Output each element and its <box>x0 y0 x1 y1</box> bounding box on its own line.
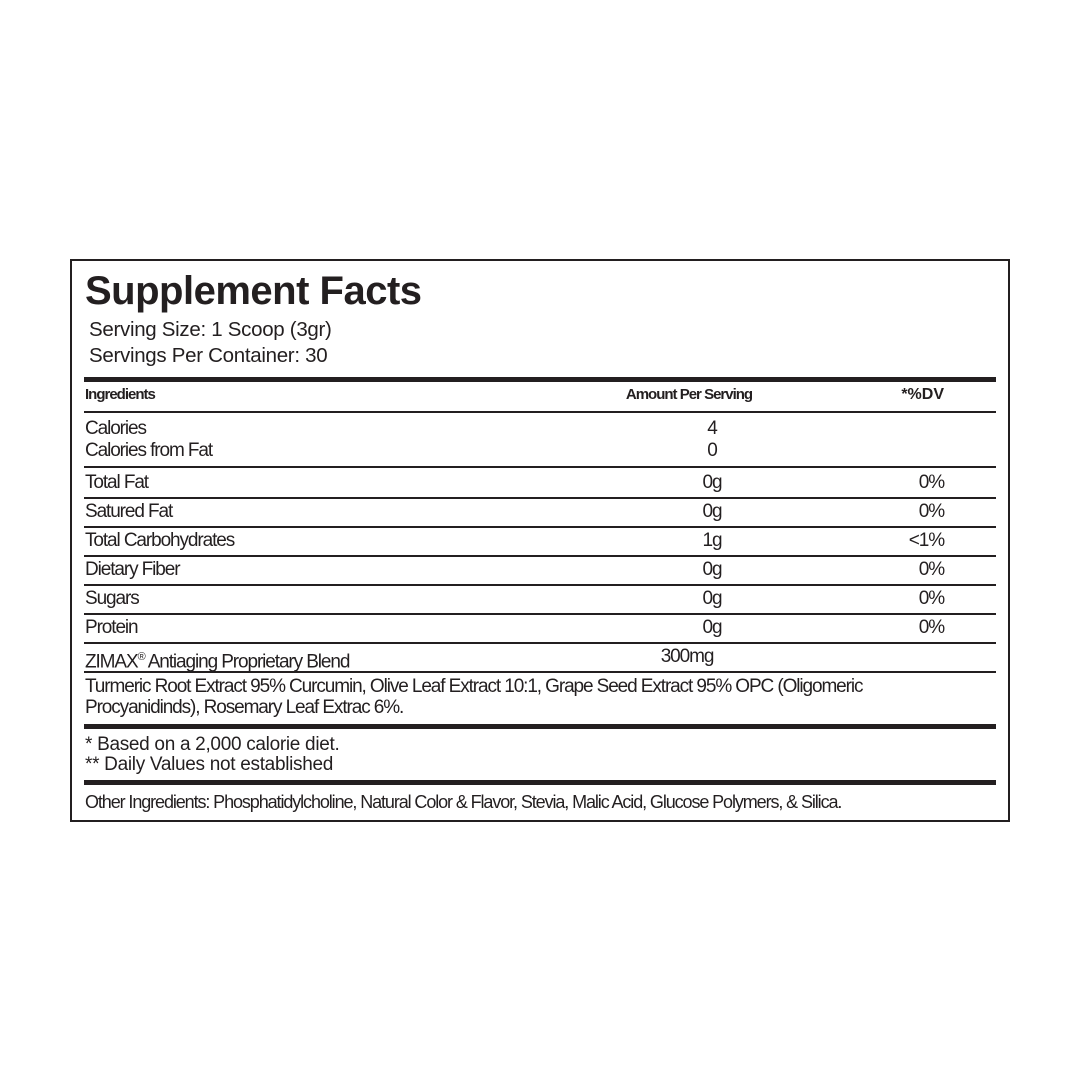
table-row: Total Fat 0g 0% <box>72 472 1008 494</box>
row-amount: 0 <box>707 440 718 461</box>
other-ingredients: Other Ingredients: Phosphatidylcholine, … <box>85 792 842 812</box>
row-dv: 0% <box>918 472 945 493</box>
row-dv: <1% <box>908 530 945 551</box>
divider <box>84 613 996 615</box>
divider <box>84 466 996 468</box>
supplement-facts-panel: Supplement Facts Serving Size: 1 Scoop (… <box>70 259 1010 822</box>
row-label: Sugars <box>85 588 140 609</box>
row-amount: 0g <box>702 501 723 522</box>
row-amount: 0g <box>702 559 723 580</box>
row-label: Total Fat <box>85 472 149 493</box>
divider <box>84 555 996 557</box>
header-amount: Amount Per Serving <box>625 386 753 403</box>
header-ingredients: Ingredients <box>85 386 156 403</box>
row-dv: 0% <box>918 588 945 609</box>
row-dv: 0% <box>918 617 945 638</box>
blend-row: ZIMAX® Antiaging Proprietary Blend 300mg <box>72 646 1008 672</box>
row-label: Calories from Fat <box>85 440 213 461</box>
table-row: Protein 0g 0% <box>72 617 1008 639</box>
footnote-2: ** Daily Values not established <box>85 754 334 775</box>
table-row: Dietary Fiber 0g 0% <box>72 559 1008 581</box>
divider-thick <box>84 724 996 729</box>
divider-thick <box>84 377 996 382</box>
blend-name: Antiaging Proprietary Blend <box>144 651 351 673</box>
row-label: Protein <box>85 617 139 638</box>
registered-mark: ® <box>137 651 146 663</box>
row-label: Dietary Fiber <box>85 559 181 580</box>
blend-ingredients-line-2: Procyanidinds), Rosemary Leaf Extrac 6%. <box>85 697 404 718</box>
row-label: Calories <box>85 418 147 439</box>
table-row: Sugars 0g 0% <box>72 588 1008 610</box>
table-row: Calories 4 <box>72 418 1008 440</box>
blend-amount: 300mg <box>660 646 715 667</box>
divider <box>84 642 996 644</box>
table-row: Satured Fat 0g 0% <box>72 501 1008 523</box>
divider <box>84 584 996 586</box>
divider <box>84 671 996 673</box>
panel-title: Supplement Facts <box>85 269 422 313</box>
blend-label: ZIMAX® Antiaging Proprietary Blend <box>85 646 351 673</box>
row-dv: 0% <box>918 501 945 522</box>
blend-ingredients-line-1: Turmeric Root Extract 95% Curcumin, Oliv… <box>85 676 863 697</box>
row-amount: 0g <box>702 588 723 609</box>
row-dv: 0% <box>918 559 945 580</box>
row-amount: 0g <box>702 472 723 493</box>
servings-per-container: Servings Per Container: 30 <box>89 344 328 367</box>
divider <box>84 411 996 413</box>
blend-brand: ZIMAX <box>85 651 139 673</box>
divider <box>84 526 996 528</box>
row-amount: 0g <box>702 617 723 638</box>
serving-size: Serving Size: 1 Scoop (3gr) <box>89 318 332 341</box>
divider-thick <box>84 780 996 785</box>
row-amount: 4 <box>707 418 718 439</box>
row-amount: 1g <box>702 530 723 551</box>
row-label: Total Carbohydrates <box>85 530 235 551</box>
table-row: Calories from Fat 0 <box>72 440 1008 462</box>
footnote-1: * Based on a 2,000 calorie diet. <box>85 734 340 755</box>
divider <box>84 497 996 499</box>
table-row: Total Carbohydrates 1g <1% <box>72 530 1008 552</box>
row-label: Satured Fat <box>85 501 173 522</box>
header-dv: *%DV <box>901 386 944 403</box>
